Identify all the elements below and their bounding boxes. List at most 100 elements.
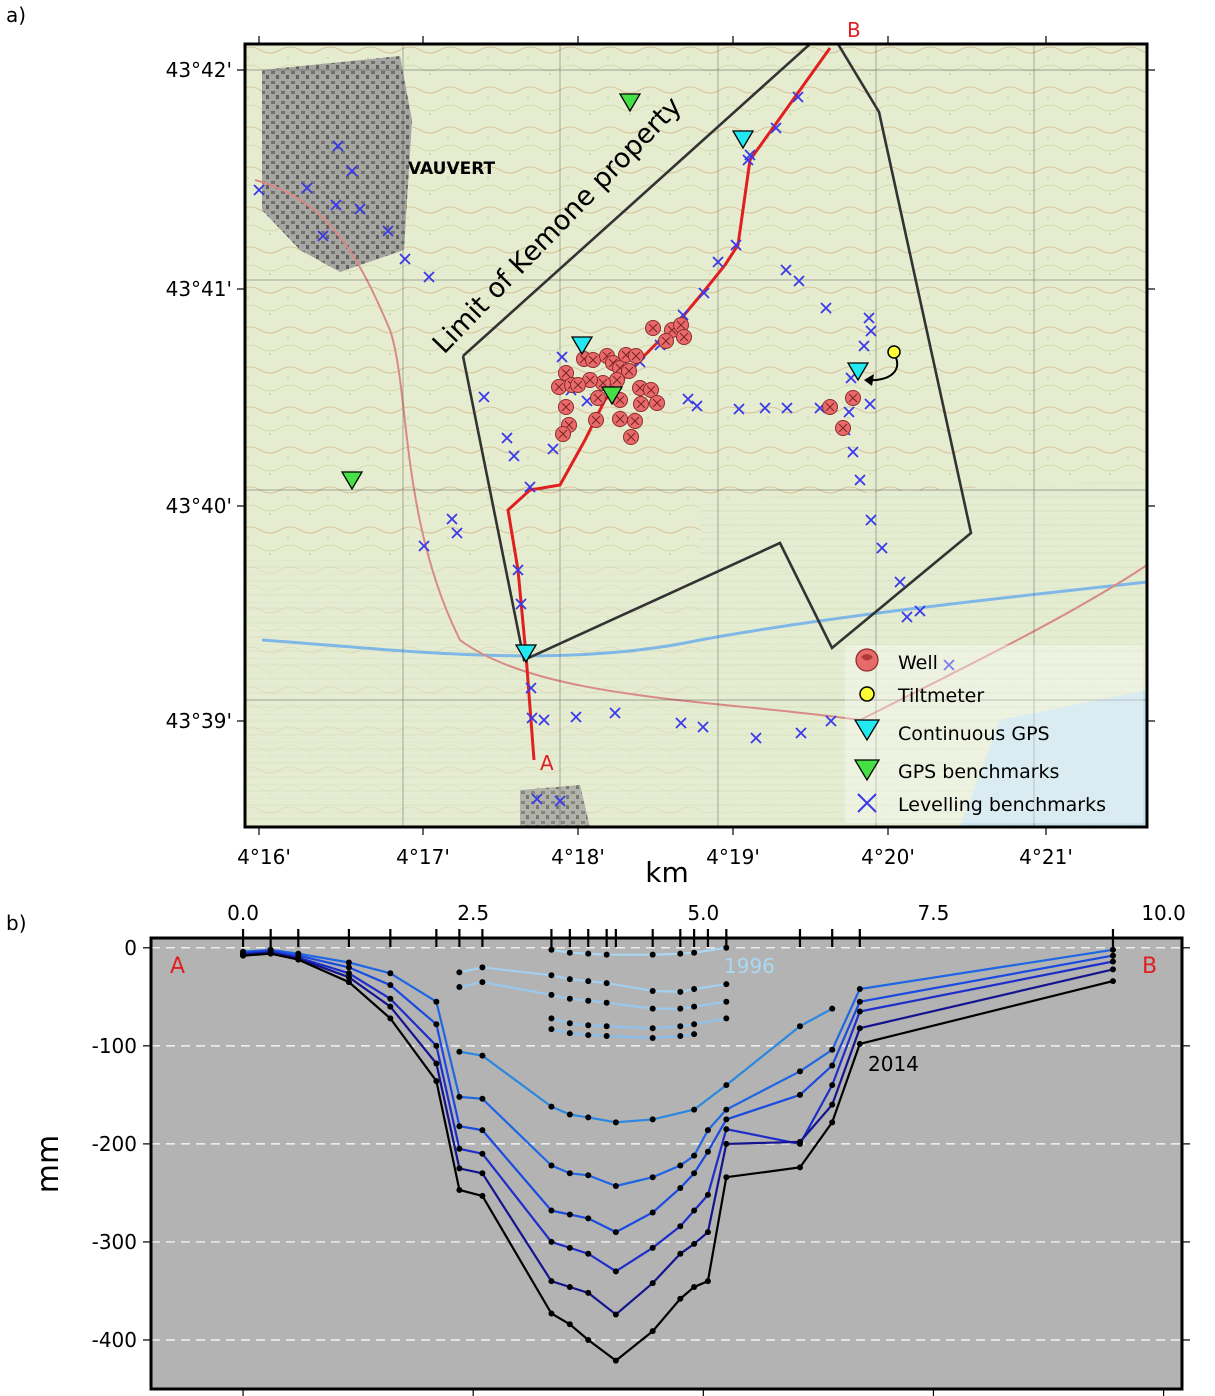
well-marker xyxy=(585,352,601,368)
well-marker xyxy=(558,399,574,415)
data-point xyxy=(691,1003,698,1010)
data-point xyxy=(612,1311,619,1318)
levelling-benchmark-marker xyxy=(526,712,538,724)
well-marker xyxy=(590,390,606,406)
data-point xyxy=(387,970,394,977)
data-point xyxy=(585,950,592,957)
data-point xyxy=(387,1015,394,1022)
levelling-benchmark-marker xyxy=(570,711,582,723)
data-point xyxy=(585,997,592,1004)
levelling-benchmark-marker xyxy=(825,715,837,727)
levelling-benchmark-marker xyxy=(317,230,329,242)
data-point xyxy=(677,1162,684,1169)
data-point xyxy=(585,978,592,985)
series-0 xyxy=(548,944,730,958)
x-tick-label: 7.5 xyxy=(918,901,950,925)
levelling-benchmark-marker xyxy=(525,682,537,694)
data-point xyxy=(612,1119,619,1126)
data-point xyxy=(723,998,730,1005)
levelling-benchmark-marker xyxy=(914,605,926,617)
series-line xyxy=(459,980,727,1010)
lon-tick-label: 4°17' xyxy=(396,845,450,869)
levelling-benchmark-marker xyxy=(451,527,463,539)
well-marker xyxy=(835,420,851,436)
map-grid xyxy=(245,44,1147,827)
y-tick-label: -100 xyxy=(92,1034,137,1058)
data-point xyxy=(479,1052,486,1059)
well-marker xyxy=(612,411,628,427)
data-point xyxy=(479,1170,486,1177)
gps-stations xyxy=(340,93,870,664)
lon-tick-label: 4°18' xyxy=(551,845,605,869)
data-point xyxy=(345,964,352,971)
x-tick-label: 10.0 xyxy=(1141,901,1186,925)
data-point xyxy=(566,1020,573,1027)
data-point xyxy=(691,1021,698,1028)
data-point xyxy=(677,1295,684,1302)
road xyxy=(254,179,1148,722)
data-point xyxy=(649,987,656,994)
data-point xyxy=(677,1033,684,1040)
data-point xyxy=(796,1091,803,1098)
data-point xyxy=(456,984,463,991)
map-legend: Well Tiltmeter Continuous GPS GPS benchm… xyxy=(845,645,1143,823)
levelling-benchmark-marker xyxy=(330,199,342,211)
data-point xyxy=(585,1172,592,1179)
x-tick-label: 0.0 xyxy=(227,901,259,925)
data-point xyxy=(704,1278,711,1285)
data-point xyxy=(295,956,302,963)
data-point xyxy=(723,981,730,988)
data-point xyxy=(856,1025,863,1032)
data-point xyxy=(603,951,610,958)
levelling-benchmark-marker xyxy=(863,312,875,324)
series-label-2014: 2014 xyxy=(868,1052,919,1076)
levelling-benchmark-marker xyxy=(382,225,394,237)
well-marker xyxy=(609,372,625,388)
data-point xyxy=(612,1183,619,1190)
levelling-benchmark-marker xyxy=(508,450,520,462)
levelling-benchmark-marker xyxy=(332,140,344,152)
well-marker xyxy=(621,363,637,379)
data-point xyxy=(829,1101,836,1108)
data-point xyxy=(691,1106,698,1113)
town-label: VAUVERT xyxy=(408,159,496,179)
data-point xyxy=(603,999,610,1006)
data-point xyxy=(479,1150,486,1157)
series-2 xyxy=(456,979,730,1012)
data-point xyxy=(566,1030,573,1037)
data-point xyxy=(566,1244,573,1251)
map-ticks xyxy=(237,36,1155,835)
data-point xyxy=(723,1126,730,1133)
data-point xyxy=(677,1005,684,1012)
data-point xyxy=(691,1207,698,1214)
lat-tick-label: 43°39' xyxy=(166,709,232,733)
data-point xyxy=(829,1082,836,1089)
tiltmeter-arrowhead xyxy=(864,374,874,386)
vauvert-town-area xyxy=(262,56,412,272)
levelling-benchmark-marker xyxy=(682,393,694,405)
data-point xyxy=(603,1033,610,1040)
data-point xyxy=(548,972,555,979)
well-marker xyxy=(822,399,838,415)
well-marker xyxy=(628,348,644,364)
levelling-benchmark-marker xyxy=(795,727,807,739)
levelling-benchmark-marker xyxy=(399,253,411,265)
levelling-benchmark-marker xyxy=(609,707,621,719)
levelling-benchmark-marker xyxy=(901,611,913,623)
well-marker xyxy=(676,329,692,345)
well-marker xyxy=(633,396,649,412)
levelling-benchmark-marker xyxy=(354,203,366,215)
data-point xyxy=(566,1284,573,1291)
well-marker xyxy=(555,426,571,442)
plot-area xyxy=(151,938,1182,1389)
x-tick-label: 2.5 xyxy=(457,901,489,925)
gridlines xyxy=(151,947,1182,1341)
levelling-benchmark-marker xyxy=(793,275,805,287)
data-point xyxy=(691,1152,698,1159)
levelling-benchmark-marker xyxy=(512,564,524,576)
legend-cgps-symbol xyxy=(853,719,881,742)
levelling-benchmark-marker xyxy=(843,406,855,418)
data-point xyxy=(612,1229,619,1236)
levelling-benchmark-marker xyxy=(531,793,543,805)
data-point xyxy=(796,1068,803,1075)
